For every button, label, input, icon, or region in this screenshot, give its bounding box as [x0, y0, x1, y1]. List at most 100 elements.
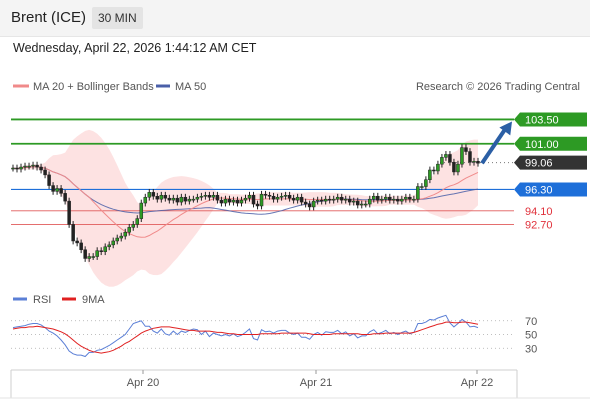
candle-body: [147, 192, 152, 198]
candle-body: [271, 196, 276, 200]
level-tag-label: 94.10: [525, 206, 553, 218]
candle-body: [464, 147, 468, 152]
candle-body: [255, 203, 260, 207]
candle-body: [35, 164, 39, 168]
candle-body: [404, 196, 408, 200]
candle-body: [247, 195, 252, 199]
candle-body: [307, 203, 312, 208]
candle-body: [75, 240, 79, 244]
candle-body: [440, 157, 444, 165]
candle-body: [428, 169, 432, 180]
candle-body: [99, 250, 103, 252]
candle-body: [432, 169, 436, 172]
x-tick-label: Apr 21: [300, 377, 332, 389]
candle-body: [456, 163, 460, 173]
instrument-title: Brent (ICE): [11, 9, 87, 26]
level-tag-label: 103.50: [525, 114, 559, 126]
candle-body: [380, 198, 384, 201]
bollinger-layer: [13, 129, 478, 287]
rsi-gridline-label: 30: [525, 343, 537, 355]
candle-body: [384, 196, 388, 200]
candle-body: [11, 167, 15, 170]
candle-body: [339, 196, 344, 201]
candle-body: [83, 249, 87, 259]
candle-body: [123, 231, 127, 237]
candle-body: [131, 224, 136, 228]
candle-body: [347, 198, 352, 203]
candle-body: [283, 195, 288, 197]
candle-body: [167, 197, 172, 201]
candle-body: [27, 165, 31, 168]
forecast-arrow-head: [499, 121, 512, 136]
candle-body: [243, 197, 248, 201]
level-tag-box: [514, 112, 587, 127]
candle-body: [351, 200, 356, 203]
candle-body: [183, 196, 188, 202]
candle-body: [47, 174, 51, 186]
candles-layer: [11, 144, 480, 262]
timestamp: Wednesday, April 22, 2026 1:44:12 AM CET: [13, 41, 257, 55]
candle-body: [119, 235, 123, 239]
candle-body: [187, 198, 192, 202]
candle-body: [199, 196, 204, 198]
rsi-line: [12, 314, 479, 358]
candle-body: [59, 188, 63, 194]
ma50-legend-label: MA 50: [175, 81, 206, 93]
candle-body: [67, 200, 71, 225]
candle-body: [408, 196, 412, 200]
candle-body: [448, 154, 452, 163]
candle-body: [368, 198, 372, 205]
candle-body: [279, 196, 284, 198]
interval-button[interactable]: 30 MIN: [92, 7, 143, 29]
candle-body: [291, 197, 296, 201]
candle-body: [163, 195, 168, 199]
candle-body: [267, 195, 272, 197]
level-tag-label: 92.70: [525, 219, 553, 231]
candle-body: [444, 154, 448, 158]
ma9-legend-label: 9MA: [82, 294, 105, 306]
candle-body: [51, 185, 55, 192]
credit-text: Research © 2026 Trading Central: [416, 81, 580, 93]
x-tick-label: Apr 22: [461, 377, 493, 389]
candle-body: [376, 196, 380, 201]
candle-body: [115, 237, 119, 242]
candle-body: [91, 256, 95, 258]
candle-body: [355, 200, 360, 206]
candle-body: [295, 196, 300, 201]
rsi-9ma-line: [12, 321, 479, 354]
chart-header: Brent (ICE) 30 MIN: [0, 0, 590, 37]
candle-body: [127, 227, 131, 233]
candle-body: [207, 195, 212, 198]
candle-body: [43, 169, 47, 176]
candle-body: [263, 194, 268, 196]
candle-body: [335, 196, 340, 200]
candle-body: [460, 147, 464, 165]
candle-body: [103, 246, 107, 252]
candle-body: [251, 195, 256, 205]
candle-body: [235, 199, 240, 204]
candle-body: [179, 196, 184, 203]
candle-body: [155, 196, 160, 200]
candle-body: [175, 197, 180, 203]
candle-body: [171, 197, 176, 201]
candle-body: [79, 242, 83, 250]
candle-body: [19, 166, 23, 170]
level-tag-box: [514, 136, 587, 151]
candle-body: [311, 200, 316, 208]
candle-body: [420, 186, 424, 188]
candle-body: [392, 198, 396, 201]
candle-body: [299, 196, 304, 203]
candle-body: [231, 199, 236, 203]
candle-body: [388, 196, 392, 201]
candle-body: [331, 198, 336, 201]
level-tag-box: [514, 182, 587, 197]
candle-body: [159, 195, 164, 200]
candle-body: [215, 195, 220, 201]
x-tick-label: Apr 20: [127, 377, 159, 389]
candle-body: [343, 198, 348, 201]
candle-body: [143, 196, 148, 204]
rsi-gridline-label: 70: [525, 316, 537, 328]
candle-body: [219, 199, 224, 204]
